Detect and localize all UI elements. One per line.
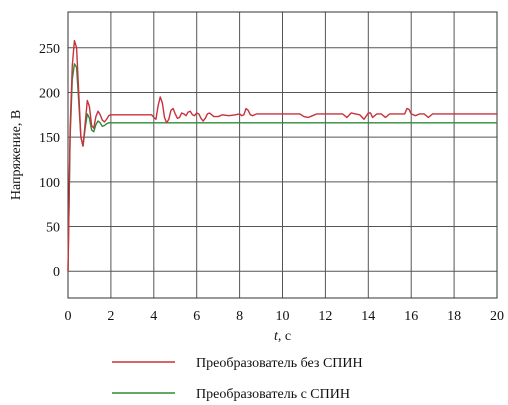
- y-tick-label: 50: [46, 221, 60, 236]
- y-tick-label: 150: [39, 131, 60, 146]
- y-ticks: 0 50 100 150 200 250: [39, 42, 60, 280]
- legend-label: Преобразователь с СПИН: [196, 387, 350, 402]
- x-tick-label: 6: [193, 309, 200, 324]
- y-tick-label: 200: [39, 86, 60, 101]
- y-tick-label: 100: [39, 176, 60, 191]
- series-layer: [67, 39, 497, 272]
- grid: [67, 12, 498, 298]
- x-tick-label: 12: [318, 309, 332, 324]
- x-tick-label: 10: [276, 309, 290, 324]
- x-axis-title: t, с: [274, 329, 291, 344]
- plot-frame: [67, 11, 498, 299]
- x-tick-label: 18: [447, 309, 461, 324]
- y-axis-title: Напряжение, В: [9, 110, 24, 200]
- x-ticks: 0 2 4 6 8 10 12 14 16 18 20: [65, 309, 505, 324]
- legend: Преобразователь без СПИН Преобразователь …: [112, 356, 363, 402]
- x-tick-label: 8: [236, 309, 243, 324]
- x-tick-label: 2: [107, 309, 114, 324]
- legend-label: Преобразователь без СПИН: [196, 356, 363, 371]
- x-tick-label: 16: [404, 309, 418, 324]
- series-line-without-spin: [67, 39, 497, 272]
- y-tick-label: 250: [39, 42, 60, 57]
- x-tick-label: 4: [150, 309, 157, 324]
- x-tick-label: 20: [490, 309, 504, 324]
- x-tick-label: 14: [361, 309, 375, 324]
- y-tick-label: 0: [53, 265, 60, 280]
- x-tick-label: 0: [65, 309, 72, 324]
